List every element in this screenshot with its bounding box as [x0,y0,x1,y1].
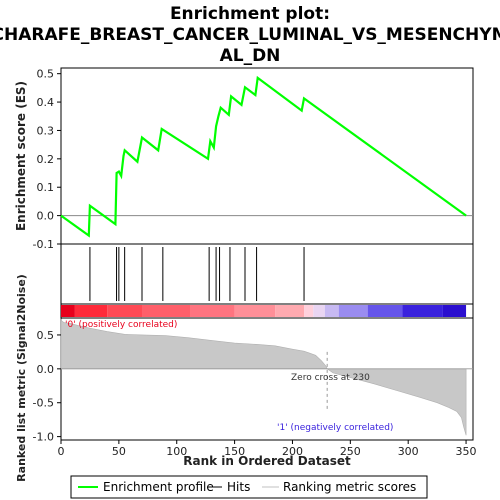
rank-color-segment [61,305,75,317]
metric-y-tick-label: -0.5 [33,397,54,410]
metric-y-tick-label: -1.0 [33,431,54,444]
rank-color-segment [107,305,143,317]
x-tick-label: 50 [112,445,126,458]
rank-color-segment [234,305,276,317]
legend: Enrichment profile Hits Ranking metric s… [70,475,428,499]
legend-metric-label: Ranking metric scores [283,480,416,494]
enrichment-y-ticks: 0.5 0.4 0.3 0.2 0.1 0.0 -0.1 [33,68,61,251]
x-tick-label: 300 [398,445,419,458]
hits-layer [89,247,305,301]
ranked-metric-layer [60,318,473,436]
enrichment-y-tick-label: 0.1 [37,181,55,194]
hits-panel-frame [60,243,474,305]
rank-color-segment [304,305,314,317]
metric-y-axis-label: Ranked list metric (Signal2Noise) [15,274,28,482]
enrichment-y-tick-label: 0.2 [37,153,55,166]
metric-y-tick-label: 0.5 [37,329,55,342]
legend-profile-label: Enrichment profile [103,480,214,494]
x-tick-label: 100 [166,445,187,458]
x-tick-label: 0 [58,445,65,458]
enrichment-y-tick-label: -0.1 [33,238,54,251]
rank-x-ticks: 0 50 100 150 200 250 300 350 [58,440,477,458]
rank-color-segment [402,305,443,317]
legend-hits-label: Hits [227,480,250,494]
enrichment-y-tick-label: 0.4 [37,96,55,109]
enrichment-y-tick-label: 0.0 [37,210,55,223]
enrichment-y-tick-label: 0.5 [37,68,55,81]
rank-color-segment [338,305,368,317]
enrichment-profile-line [60,75,467,238]
x-tick-label: 150 [224,445,245,458]
negative-correlation-label: '1' (negatively correlated) [277,423,393,433]
chart-title-line3: AL_DN [220,46,281,66]
ranking-metric-area [60,318,467,436]
rank-color-segment [190,305,235,317]
x-tick-label: 200 [282,445,303,458]
zero-cross-label: Zero cross at 230 [291,373,370,383]
rank-color-segment [142,305,191,317]
x-tick-label: 250 [340,445,361,458]
legend-box [70,475,428,499]
rank-color-bar [61,305,467,317]
rank-color-segment [275,305,305,317]
x-tick-label: 350 [456,445,477,458]
metric-y-ticks: 0.5 0.0 -0.5 -1.0 [33,329,61,444]
chart-title-line2: CHARAFE_BREAST_CANCER_LUMINAL_VS_MESENCH… [0,25,500,45]
rank-color-segment [324,305,339,317]
rank-color-segment [367,305,403,317]
x-axis-label: Rank in Ordered Dataset [183,454,351,468]
enrichment-y-tick-label: 0.3 [37,124,55,137]
rank-color-segment [442,305,467,317]
chart-title-line1: Enrichment plot: [170,4,330,24]
enrichment-y-axis-label: Enrichment score (ES) [14,81,28,231]
rank-color-segment [74,305,108,317]
enrichment-profile-layer [60,75,467,238]
metric-y-tick-label: 0.0 [37,363,55,376]
rank-color-segment [313,305,325,317]
positive-correlation-label: '0' (positively correlated) [65,320,177,330]
